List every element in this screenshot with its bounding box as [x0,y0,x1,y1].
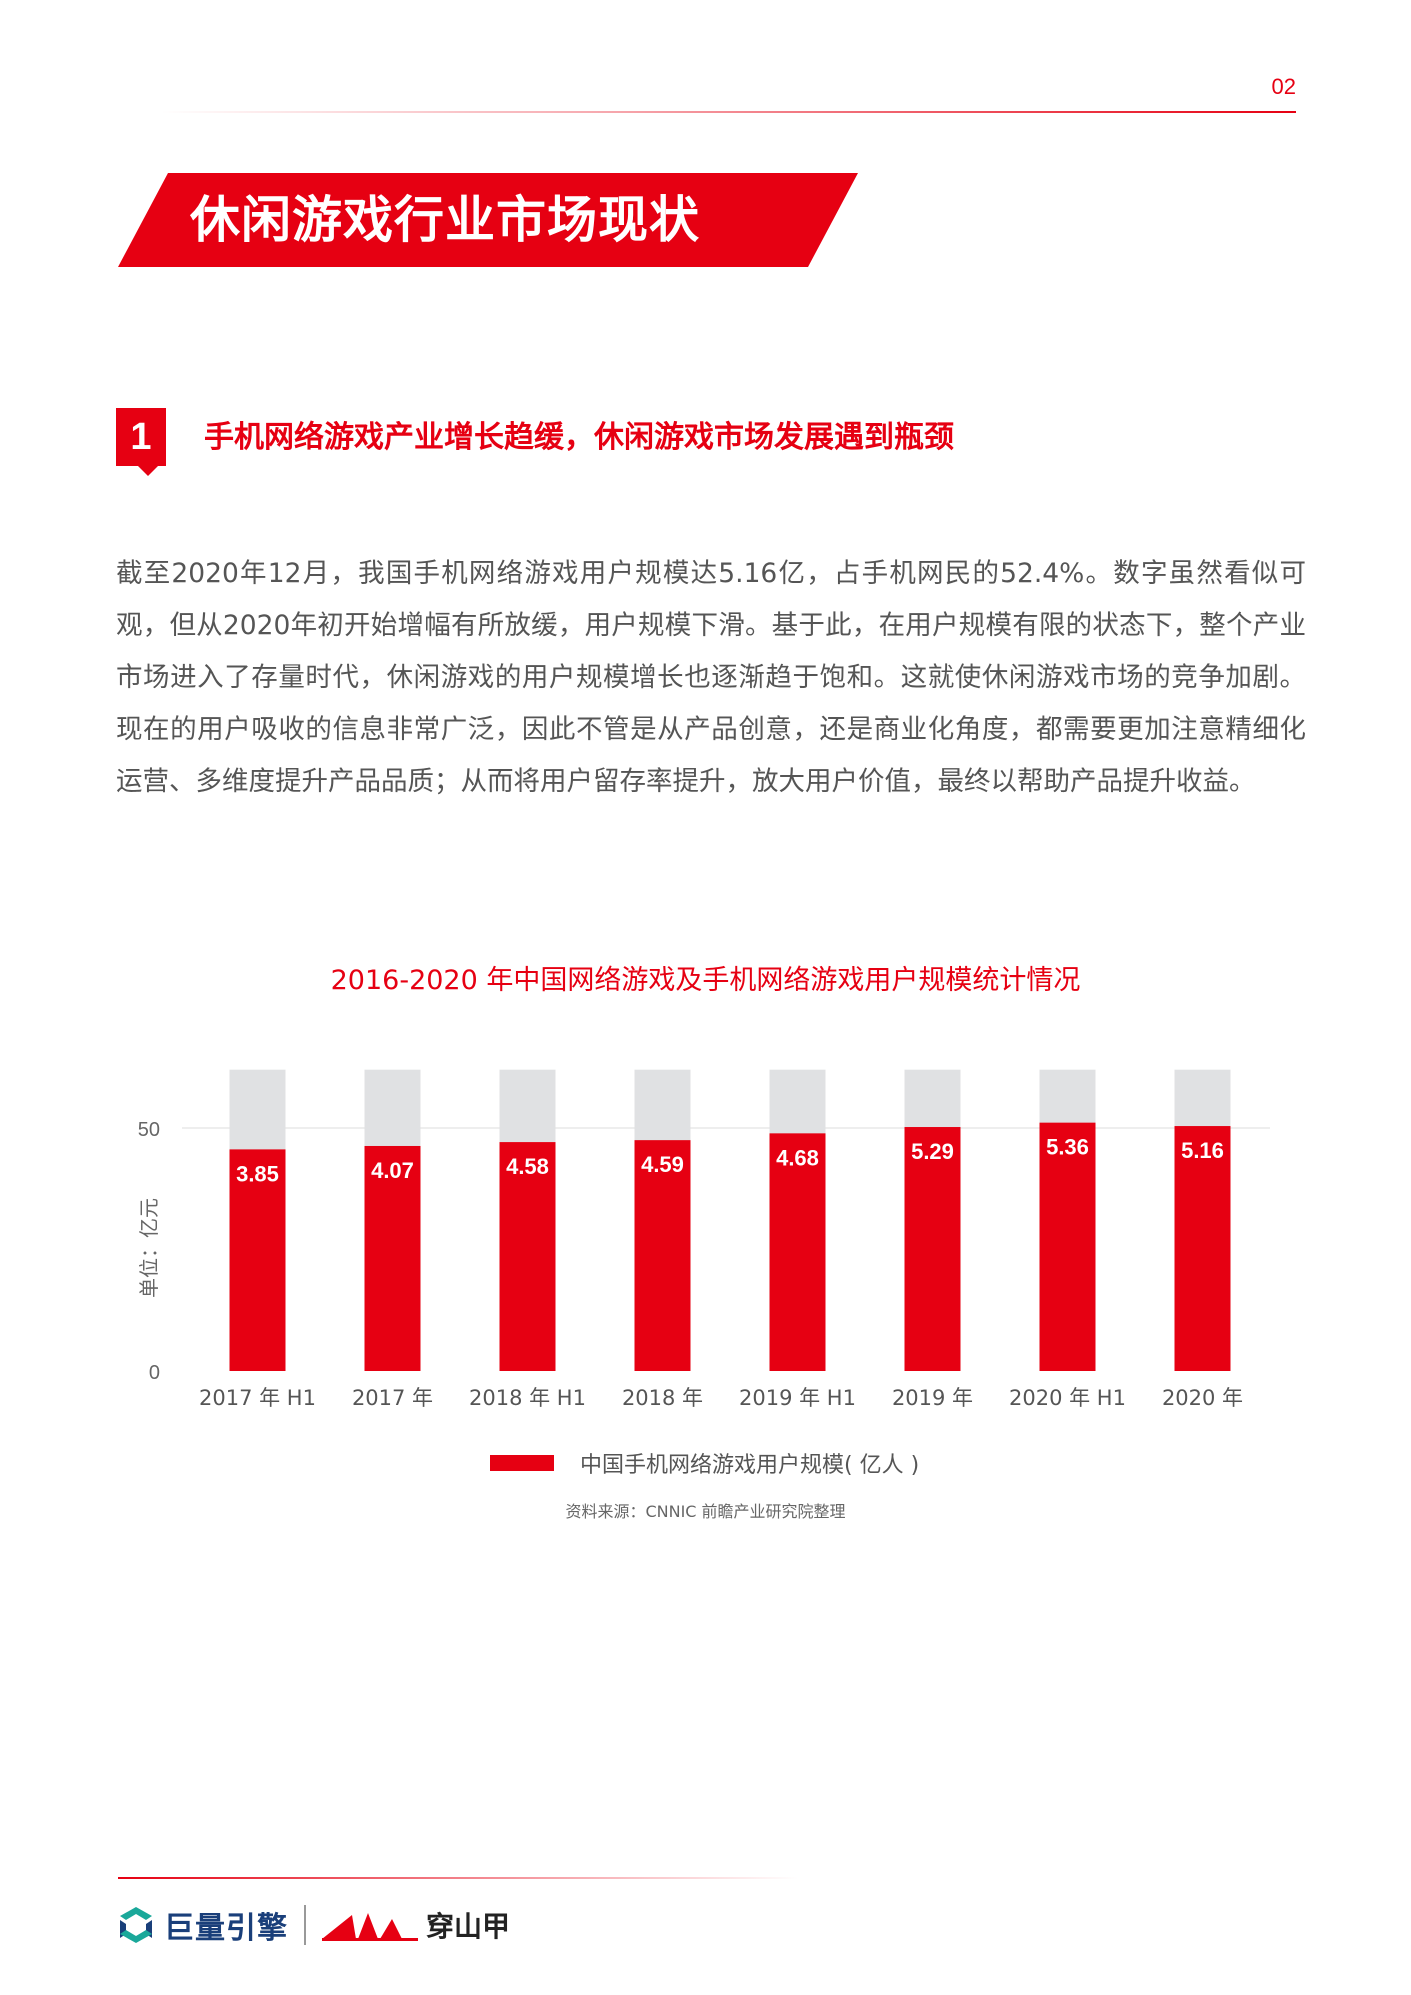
footer-divider [118,1877,798,1879]
title-banner [118,173,858,267]
chuanshanjia-logo-icon [322,1913,418,1941]
x-tick-label: 2019 年 H1 [739,1386,856,1410]
legend-swatch [490,1455,554,1471]
data-bar [364,1145,421,1371]
footer-logos: 巨量引擎 穿山甲 [116,1900,510,1950]
data-bar [634,1140,691,1371]
data-bar [1039,1122,1096,1371]
data-bar [499,1142,556,1371]
legend-label: 中国手机网络游戏用户规模( 亿人 ) [580,1453,920,1478]
logo-separator [304,1905,306,1945]
header-divider [160,111,1296,113]
x-tick-label: 2017 年 [352,1386,433,1410]
x-tick-label: 2017 年 H1 [199,1386,316,1410]
x-tick-label: 2020 年 H1 [1009,1386,1126,1410]
data-label: 4.68 [776,1145,819,1170]
x-tick-label: 2018 年 [622,1386,703,1410]
chart-title: 2016-2020 年中国网络游戏及手机网络游戏用户规模统计情况 [330,965,1081,996]
y-tick-label: 50 [138,1119,160,1141]
data-label: 5.36 [1046,1135,1089,1160]
data-label: 5.29 [911,1139,954,1164]
x-tick-label: 2020 年 [1162,1386,1243,1410]
source-note: 资料来源：CNNIC 前瞻产业研究院整理 [565,1502,846,1521]
juliang-logo-text: 巨量引擎 [164,1911,288,1946]
y-tick-label: 0 [149,1362,160,1384]
body-paragraph: 截至2020年12月，我国手机网络游戏用户规模达5.16亿，占手机网民的52.4… [116,558,1306,797]
data-label: 4.59 [641,1152,684,1177]
data-bar [904,1127,961,1371]
data-bar [229,1149,286,1371]
x-tick-label: 2019 年 [892,1386,973,1410]
data-label: 4.58 [506,1154,549,1179]
data-label: 3.85 [236,1161,279,1186]
juliang-logo-icon [120,1907,152,1943]
y-axis-label: 单位：亿元 [137,1198,161,1298]
data-label: 4.07 [371,1158,414,1183]
section-number-badge: 1 [116,408,166,466]
data-bar [769,1133,826,1371]
chart-legend: 中国手机网络游戏用户规模( 亿人 ) [490,1448,919,1478]
section-badge-pointer [138,466,158,476]
bar-chart: 0 50 单位：亿元 3.85 2017 年 H1 4.07 2017 年 4.58 2018 … [137,1069,1270,1410]
data-bar [1174,1126,1231,1371]
page-number: 02 [1271,74,1296,99]
section-title: 手机网络游戏产业增长趋缓，休闲游戏市场发展遇到瓶颈 [204,420,954,455]
page-title: 休闲游戏行业市场现状 [190,191,700,249]
x-tick-label: 2018 年 H1 [469,1386,586,1410]
chuanshanjia-logo-text: 穿山甲 [426,1910,511,1943]
data-label: 5.16 [1181,1138,1224,1163]
